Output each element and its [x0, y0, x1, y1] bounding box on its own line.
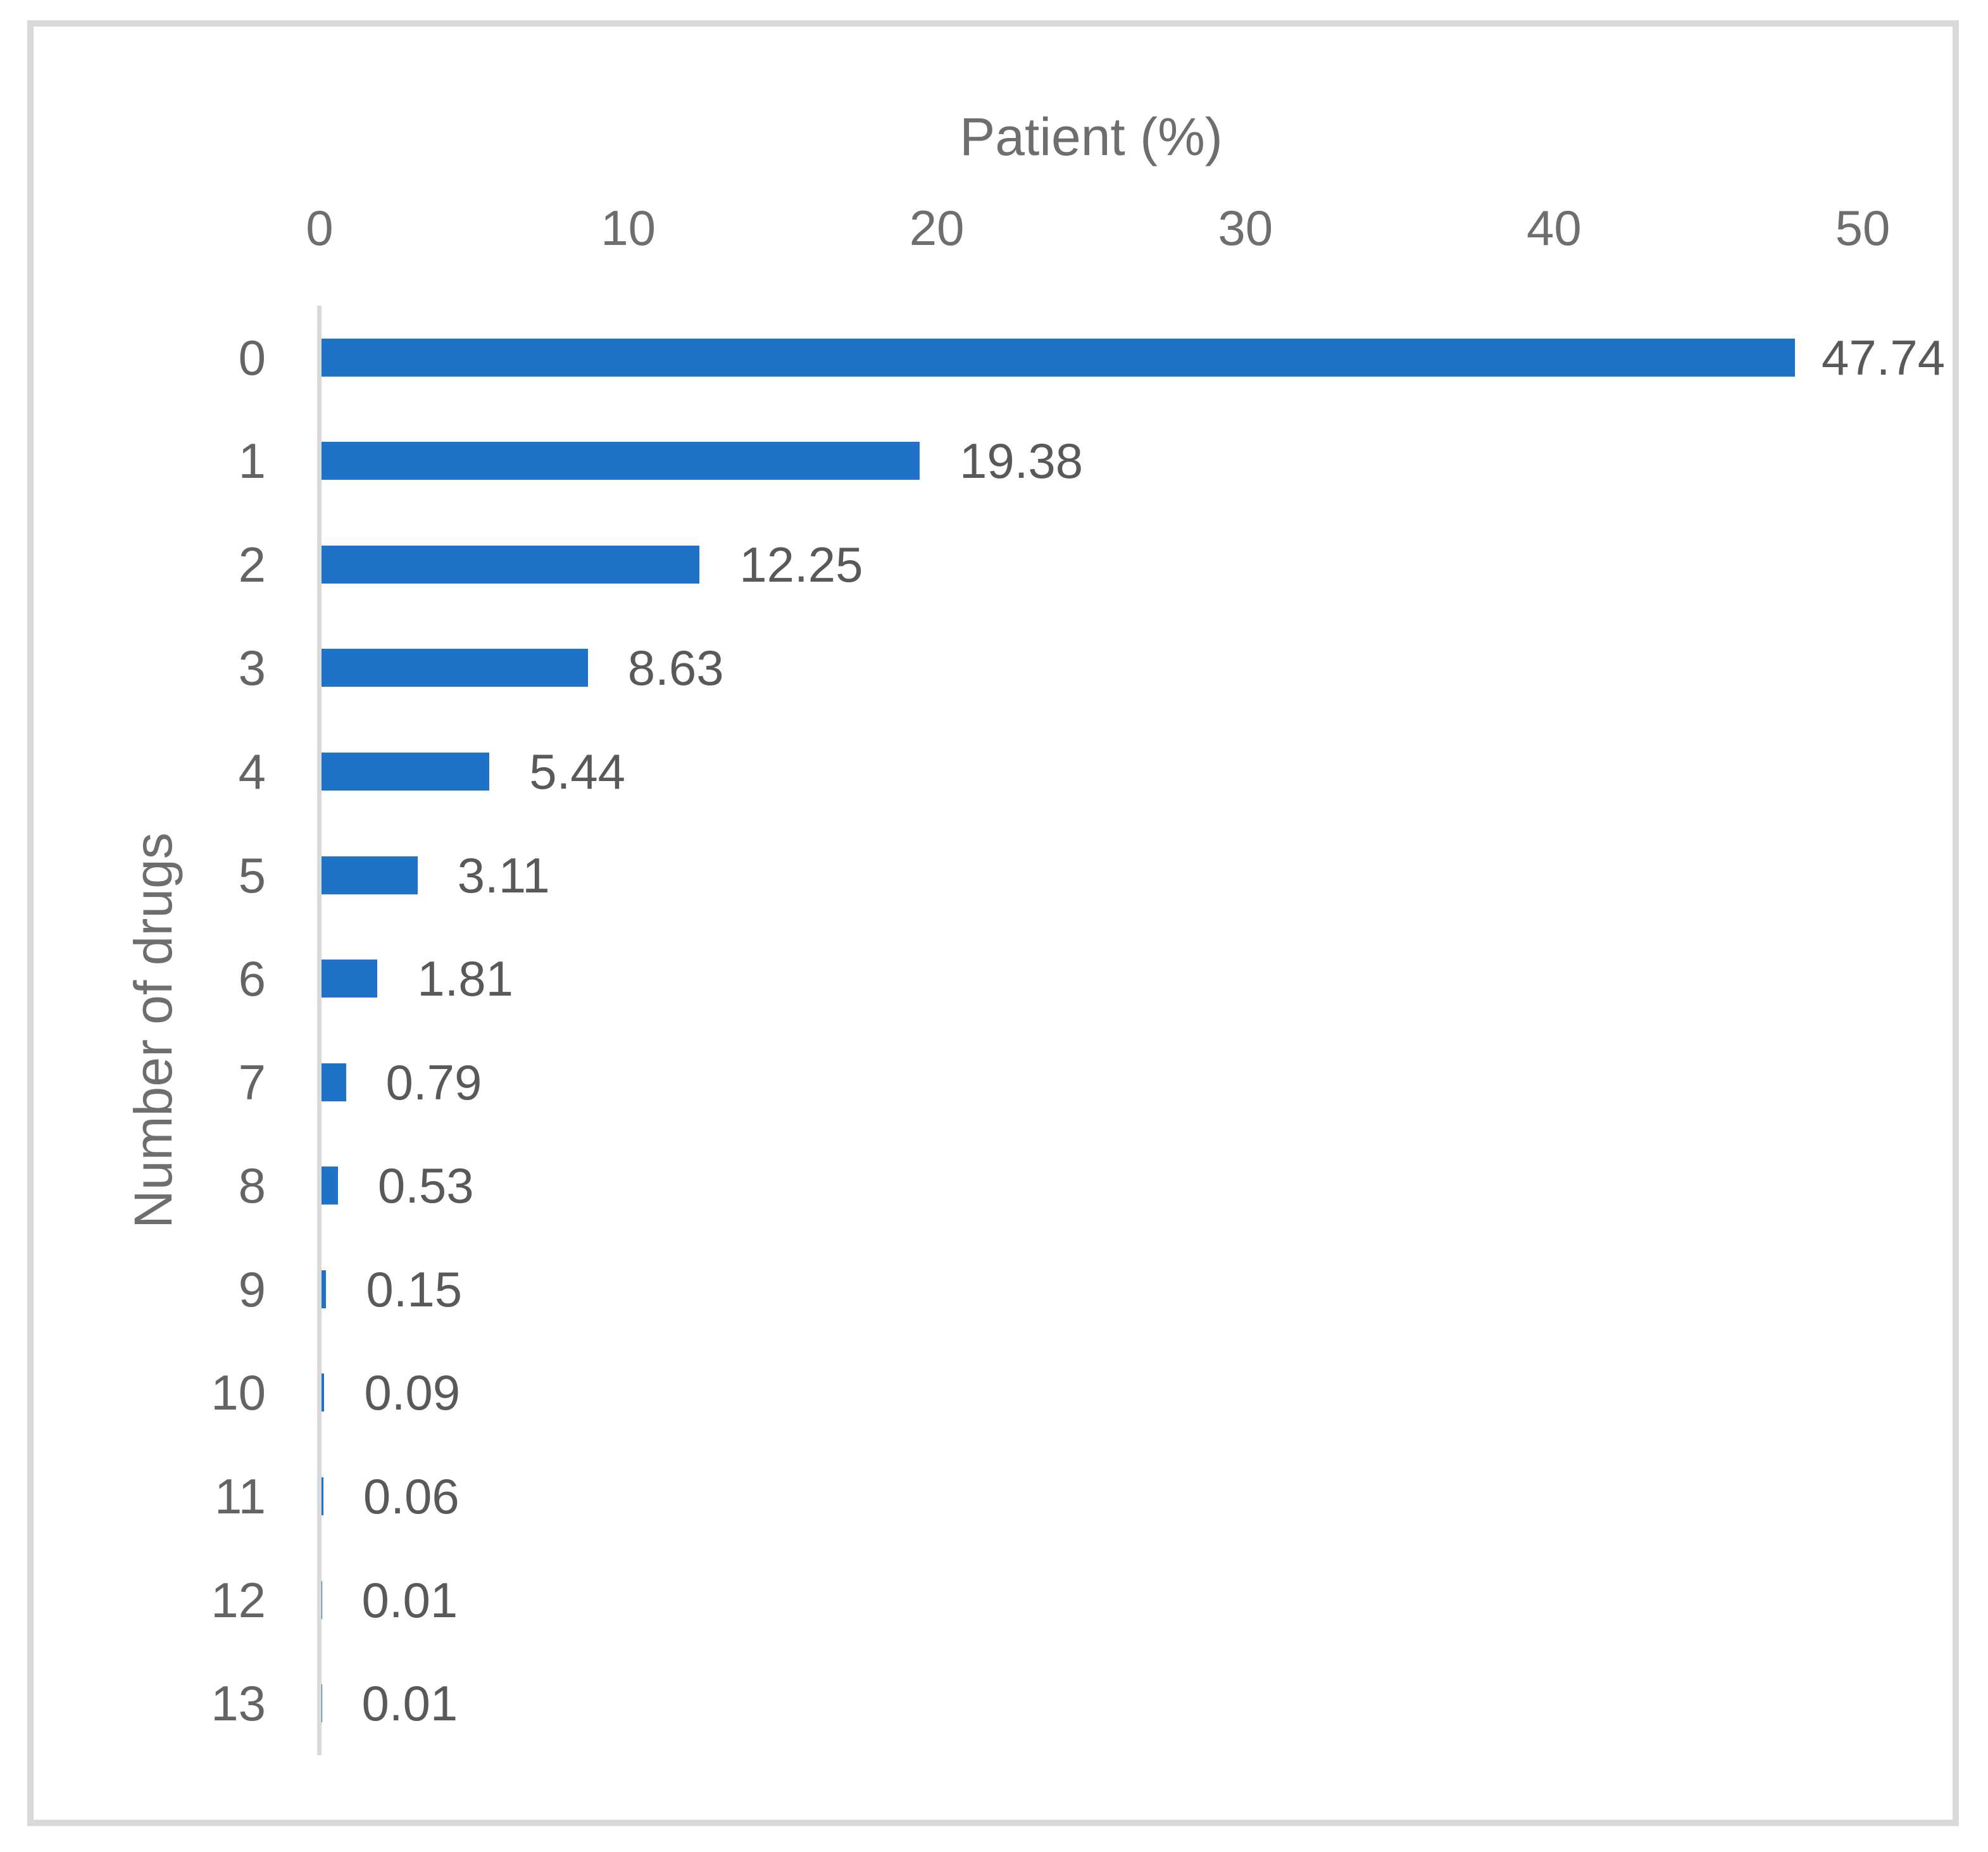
value-label: 0.06: [363, 1468, 459, 1525]
bar-row: 3 8.63: [34, 616, 1953, 720]
value-label: 0.53: [377, 1158, 474, 1214]
x-tick-label: 0: [306, 200, 334, 256]
value-label: 12.25: [739, 536, 863, 592]
category-label: 3: [238, 640, 266, 696]
value-label: 1.81: [417, 951, 514, 1007]
bar-row: 2 12.25: [34, 513, 1953, 616]
plot-area: 0 47.74 1 19.38 2 12.25 3 8.63 4 5.44 5 3.11 6 1.81 7 0…: [34, 306, 1953, 1755]
bar: [322, 1063, 346, 1101]
bar-row: 11 0.06: [34, 1444, 1953, 1548]
category-label: 0: [238, 329, 266, 385]
bar-row: 7 0.79: [34, 1030, 1953, 1134]
value-label: 0.01: [361, 1572, 458, 1628]
x-axis-tick-row: 0 10 20 30 40 50: [34, 195, 1953, 261]
chart-frame: Patient (%) 0 10 20 30 40 50 Number of drugs …: [27, 20, 1959, 1826]
bar: [322, 856, 418, 894]
bar-row: 8 0.53: [34, 1134, 1953, 1238]
value-label: 0.09: [364, 1365, 461, 1421]
value-label: 19.38: [959, 433, 1084, 489]
bar-row: 13 0.01: [34, 1651, 1953, 1755]
bar: [322, 649, 588, 687]
bar-row: 9 0.15: [34, 1237, 1953, 1341]
x-tick-label: 20: [909, 200, 965, 256]
x-tick-label: 30: [1218, 200, 1273, 256]
category-label: 6: [238, 951, 266, 1007]
value-label: 0.79: [385, 1054, 482, 1110]
bar: [322, 1373, 325, 1412]
x-tick-label: 40: [1527, 200, 1582, 256]
bar: [322, 545, 700, 584]
value-label: 3.11: [457, 847, 550, 903]
bar-row: 5 3.11: [34, 823, 1953, 927]
bar-row: 1 19.38: [34, 410, 1953, 513]
category-label: 2: [238, 536, 266, 592]
bar-row: 10 0.09: [34, 1341, 1953, 1445]
value-label: 47.74: [1822, 329, 1946, 385]
value-label: 0.01: [361, 1675, 458, 1732]
category-label: 9: [238, 1261, 266, 1317]
value-label: 0.15: [366, 1261, 463, 1317]
bar-row: 0 47.74: [34, 306, 1953, 410]
value-label: 8.63: [627, 640, 724, 696]
bar: [322, 1270, 327, 1308]
bar-row: 4 5.44: [34, 720, 1953, 823]
bar: [322, 1477, 323, 1516]
category-label: 5: [238, 847, 266, 903]
y-axis-line: [317, 306, 322, 1755]
category-label: 8: [238, 1158, 266, 1214]
category-label: 4: [238, 744, 266, 800]
bar: [322, 1167, 338, 1205]
category-label: 1: [238, 433, 266, 489]
category-label: 13: [211, 1675, 266, 1732]
value-label: 5.44: [529, 744, 626, 800]
bar-row: 6 1.81: [34, 927, 1953, 1030]
category-label: 7: [238, 1054, 266, 1110]
category-label: 12: [211, 1572, 266, 1628]
bar: [322, 960, 378, 998]
x-tick-label: 50: [1835, 200, 1891, 256]
x-axis-title: Patient (%): [960, 107, 1223, 166]
bar: [322, 338, 1795, 377]
bar-row: 12 0.01: [34, 1548, 1953, 1652]
category-label: 10: [211, 1365, 266, 1421]
category-label: 11: [215, 1468, 266, 1525]
x-tick-label: 10: [601, 200, 656, 256]
bar: [322, 442, 920, 480]
bar: [322, 753, 490, 791]
